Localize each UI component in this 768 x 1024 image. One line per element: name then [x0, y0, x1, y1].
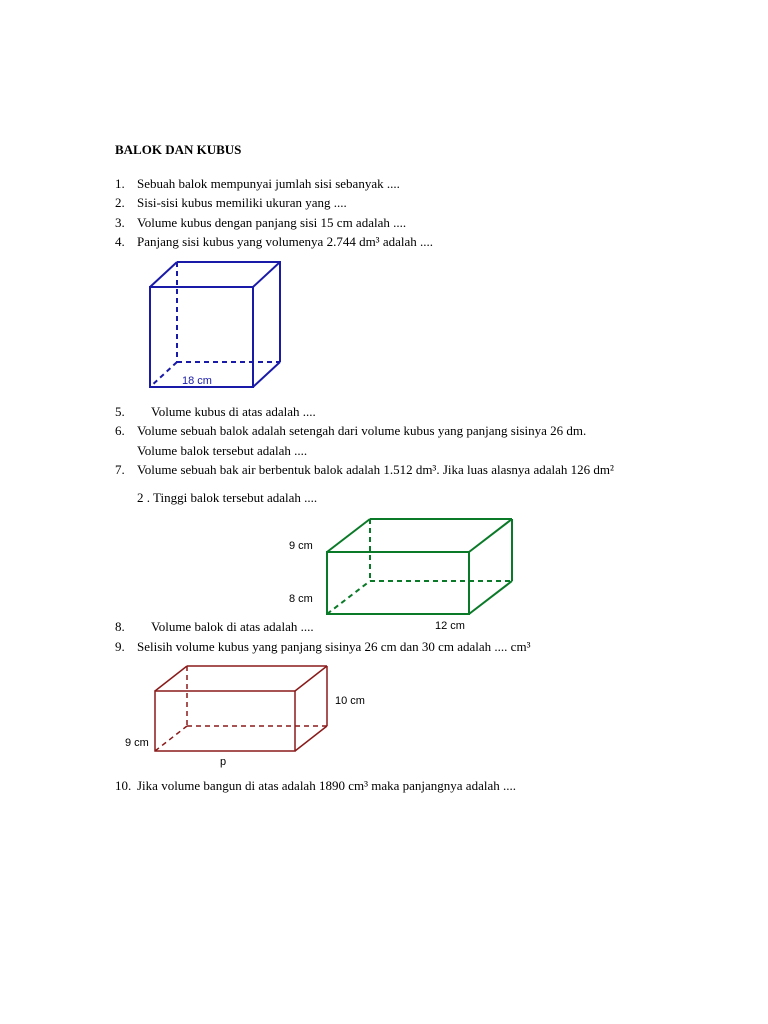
q-text: Sisi-sisi kubus memiliki ukuran yang ...…: [137, 193, 658, 213]
q6-line2: Volume balok tersebut adalah ....: [137, 443, 307, 458]
balok-red-height: 10 cm: [335, 695, 365, 707]
q-num: 6.: [115, 421, 137, 441]
figure-balok-red: 10 cm 9 cm p: [115, 656, 658, 776]
figure-cube: 18 cm: [115, 252, 658, 402]
q-num: 8.: [115, 617, 137, 637]
q-num: 5.: [115, 402, 137, 422]
q-text: Panjang sisi kubus yang volumenya 2.744 …: [137, 232, 658, 252]
question-2: 2. Sisi-sisi kubus memiliki ukuran yang …: [115, 193, 658, 213]
q-num: 7.: [115, 460, 137, 480]
balok-green-height: 9 cm: [289, 540, 313, 552]
question-1: 1. Sebuah balok mempunyai jumlah sisi se…: [115, 174, 658, 194]
q-text: Sebuah balok mempunyai jumlah sisi seban…: [137, 174, 658, 194]
page-title: BALOK DAN KUBUS: [115, 140, 658, 160]
question-4: 4. Panjang sisi kubus yang volumenya 2.7…: [115, 232, 658, 252]
q-text: Volume balok di atas adalah ....: [137, 617, 658, 637]
q-num: 10.: [115, 776, 137, 796]
q-num: 9.: [115, 637, 137, 657]
balok-green-depth: 8 cm: [289, 593, 313, 605]
question-3: 3. Volume kubus dengan panjang sisi 15 c…: [115, 213, 658, 233]
q-text: Jika volume bangun di atas adalah 1890 c…: [137, 776, 658, 796]
question-6: 6. Volume sebuah balok adalah setengah d…: [115, 421, 658, 460]
q7-line2: 2 . Tinggi balok tersebut adalah ....: [137, 490, 317, 505]
q-num: 3.: [115, 213, 137, 233]
q7-line1: Volume sebuah bak air berbentuk balok ad…: [137, 462, 614, 477]
question-5: 5. Volume kubus di atas adalah ....: [115, 402, 658, 422]
q-num: 1.: [115, 174, 137, 194]
q-text: Selisih volume kubus yang panjang sisiny…: [137, 637, 658, 657]
cube-label: 18 cm: [182, 375, 212, 387]
balok-red-depth: 9 cm: [125, 737, 149, 749]
question-8: 8. Volume balok di atas adalah ....: [115, 617, 658, 637]
question-9: 9. Selisih volume kubus yang panjang sis…: [115, 637, 658, 657]
balok-red-svg: 10 cm 9 cm p: [125, 656, 370, 776]
worksheet-page: BALOK DAN KUBUS 1. Sebuah balok mempunya…: [0, 0, 768, 836]
q-num: 4.: [115, 232, 137, 252]
q-text: Volume sebuah bak air berbentuk balok ad…: [137, 460, 658, 507]
q-text: Volume kubus dengan panjang sisi 15 cm a…: [137, 213, 658, 233]
balok-red-length: p: [220, 756, 226, 768]
q-text: Volume kubus di atas adalah ....: [137, 402, 658, 422]
question-10: 10. Jika volume bangun di atas adalah 18…: [115, 776, 658, 796]
q6-line1: Volume sebuah balok adalah setengah dari…: [137, 423, 586, 438]
q-text: Volume sebuah balok adalah setengah dari…: [137, 421, 658, 460]
cube-svg: 18 cm: [137, 252, 302, 402]
q-num: 2.: [115, 193, 137, 213]
question-7: 7. Volume sebuah bak air berbentuk balok…: [115, 460, 658, 507]
